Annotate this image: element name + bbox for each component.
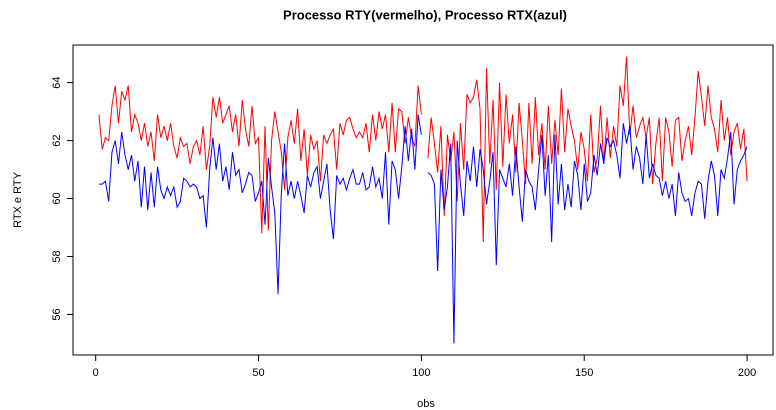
series-line [98, 56, 748, 243]
y-tick-label: 64 [51, 77, 63, 89]
y-tick-label: 60 [51, 192, 63, 204]
x-tick-label: 0 [93, 367, 99, 379]
x-axis-label: obs [417, 398, 435, 410]
plot-box [72, 44, 774, 356]
x-tick-label: 150 [575, 367, 593, 379]
y-tick-label: 62 [51, 134, 63, 146]
chart-title: Processo RTY(vermelho), Processo RTX(azu… [283, 7, 567, 22]
y-axis-label: RTX e RTY [12, 171, 24, 227]
x-tick-label: 100 [412, 367, 430, 379]
x-tick-label: 50 [252, 367, 264, 379]
series-line [98, 114, 748, 344]
y-tick-label: 58 [51, 250, 63, 262]
y-tick-label: 56 [51, 308, 63, 320]
x-tick-label: 200 [738, 367, 756, 379]
